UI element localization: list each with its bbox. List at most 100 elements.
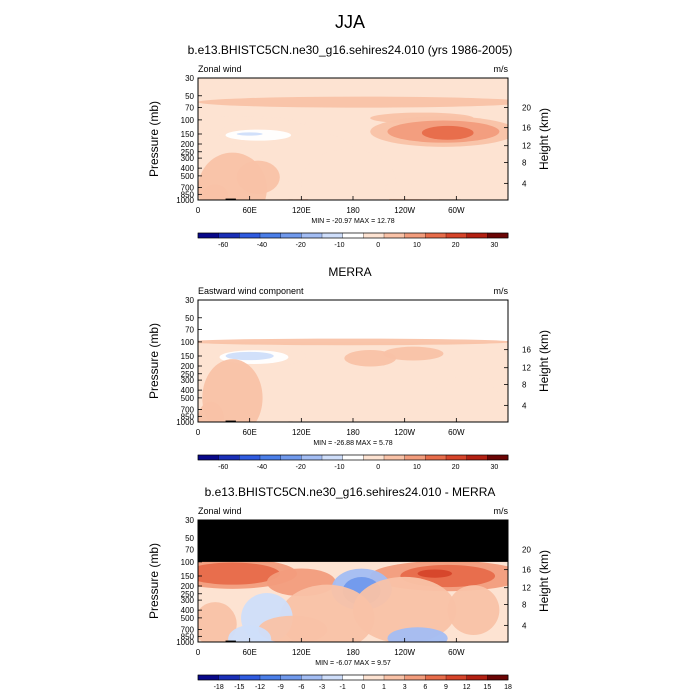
colorbar-frame xyxy=(197,232,509,239)
colorbar-swatch xyxy=(239,674,261,681)
colorbar-swatch xyxy=(239,454,261,461)
x-tick-label: 120E xyxy=(292,428,311,437)
y2-tick-label: 12 xyxy=(522,584,531,593)
y-axis-label: Pressure (mb) xyxy=(147,543,161,619)
y-tick-label: 100 xyxy=(181,558,195,567)
colorbar-swatch xyxy=(197,674,220,681)
y-tick-label: 150 xyxy=(181,572,195,581)
colorbar-label: -10 xyxy=(334,464,344,471)
y2-axis-label: Height (km) xyxy=(537,550,551,612)
colorbar-label: -12 xyxy=(255,684,265,691)
y-axis-label: Pressure (mb) xyxy=(147,101,161,177)
missing-data-region xyxy=(198,300,508,342)
topography xyxy=(225,198,236,200)
stats-label: MIN = -6.07 MAX = 9.57 xyxy=(315,660,391,667)
y2-tick-label: 8 xyxy=(522,158,527,167)
colorbar-swatch xyxy=(383,232,406,239)
contour-field xyxy=(198,300,508,422)
y-tick-label: 250 xyxy=(181,370,195,379)
contour-region xyxy=(198,602,237,642)
contour-region xyxy=(301,149,397,200)
y-tick-label: 700 xyxy=(181,184,195,193)
colorbar-label: 1 xyxy=(382,684,386,691)
contour-region xyxy=(198,338,508,346)
masked-region xyxy=(198,520,508,562)
colorbar-swatch xyxy=(487,232,509,239)
y-tick-label: 500 xyxy=(181,394,195,403)
contour-region xyxy=(421,125,474,140)
chart-panel-1: b.e13.BHISTC5CN.ne30_g16.sehires24.010 (… xyxy=(147,43,551,249)
colorbar-swatch xyxy=(425,232,447,239)
y-tick-label: 30 xyxy=(185,296,194,305)
colorbar-swatch xyxy=(259,674,282,681)
colorbar-label: 3 xyxy=(403,684,407,691)
y2-tick-label: 4 xyxy=(522,621,527,630)
y2-tick-label: 16 xyxy=(522,566,531,575)
contour-region xyxy=(228,625,272,642)
contour-region xyxy=(353,576,457,642)
panel-title: b.e13.BHISTC5CN.ne30_g16.sehires24.010 -… xyxy=(205,485,496,499)
x-tick-label: 120W xyxy=(394,428,415,437)
colorbar-swatch xyxy=(321,674,344,681)
panel-unit: m/s xyxy=(494,64,509,74)
colorbar-swatch xyxy=(425,454,447,461)
contour-region xyxy=(344,349,397,367)
contour-region xyxy=(202,184,229,200)
y-tick-label: 70 xyxy=(185,325,194,334)
y2-axis-label: Height (km) xyxy=(537,108,551,170)
colorbar-swatch xyxy=(363,232,385,239)
panel-title: b.e13.BHISTC5CN.ne30_g16.sehires24.010 (… xyxy=(188,43,513,57)
colorbar-frame xyxy=(197,674,509,681)
colorbar-swatch xyxy=(342,232,364,239)
chart-panel-3: b.e13.BHISTC5CN.ne30_g16.sehires24.010 -… xyxy=(147,485,551,691)
colorbar-label: 15 xyxy=(483,684,491,691)
y-tick-label: 250 xyxy=(181,590,195,599)
x-tick-label: 180 xyxy=(346,206,360,215)
x-tick-label: 60W xyxy=(448,428,465,437)
panel-left-label: Zonal wind xyxy=(198,64,242,74)
y-tick-label: 500 xyxy=(181,614,195,623)
y2-tick-label: 4 xyxy=(522,179,527,188)
colorbar-swatch xyxy=(342,454,364,461)
y2-tick-label: 16 xyxy=(522,346,531,355)
y-tick-label: 300 xyxy=(181,154,195,163)
y-tick-label: 50 xyxy=(185,314,194,323)
colorbar-swatch xyxy=(466,454,488,461)
panels: b.e13.BHISTC5CN.ne30_g16.sehires24.010 (… xyxy=(147,43,551,691)
colorbar-swatch xyxy=(404,674,426,681)
y-tick-label: 300 xyxy=(181,376,195,385)
colorbar-swatch xyxy=(321,232,344,239)
y-tick-label: 150 xyxy=(181,352,195,361)
topography xyxy=(225,640,236,642)
colorbar-swatch xyxy=(197,232,220,239)
y-tick-label: 400 xyxy=(181,606,195,615)
stats-label: MIN = -20.97 MAX = 12.78 xyxy=(311,218,394,225)
y-tick-label: 200 xyxy=(181,362,195,371)
colorbar-swatch xyxy=(383,454,406,461)
colorbar-swatch xyxy=(445,454,468,461)
colorbar-swatch xyxy=(301,674,323,681)
contour-region xyxy=(387,627,448,642)
colorbar-label: 30 xyxy=(491,464,499,471)
colorbar-label: -15 xyxy=(234,684,244,691)
y-tick-label: 500 xyxy=(181,172,195,181)
colorbar-swatch xyxy=(404,232,426,239)
y-tick-label: 850 xyxy=(181,412,195,421)
x-tick-label: 60W xyxy=(448,648,465,657)
colorbar-swatch xyxy=(280,232,302,239)
y-tick-label: 150 xyxy=(181,130,195,139)
colorbar-swatch xyxy=(363,454,385,461)
topography xyxy=(225,420,236,422)
colorbar-label: 12 xyxy=(463,684,471,691)
colorbar-swatch xyxy=(466,232,488,239)
colorbar-label: -60 xyxy=(218,242,228,249)
contour-region xyxy=(236,132,263,136)
colorbar-swatch xyxy=(383,674,406,681)
x-tick-label: 0 xyxy=(196,206,201,215)
colorbar-swatch xyxy=(301,454,323,461)
y2-tick-label: 20 xyxy=(522,545,531,554)
y-tick-label: 50 xyxy=(185,92,194,101)
y2-tick-label: 8 xyxy=(522,380,527,389)
colorbar-frame xyxy=(197,454,509,461)
